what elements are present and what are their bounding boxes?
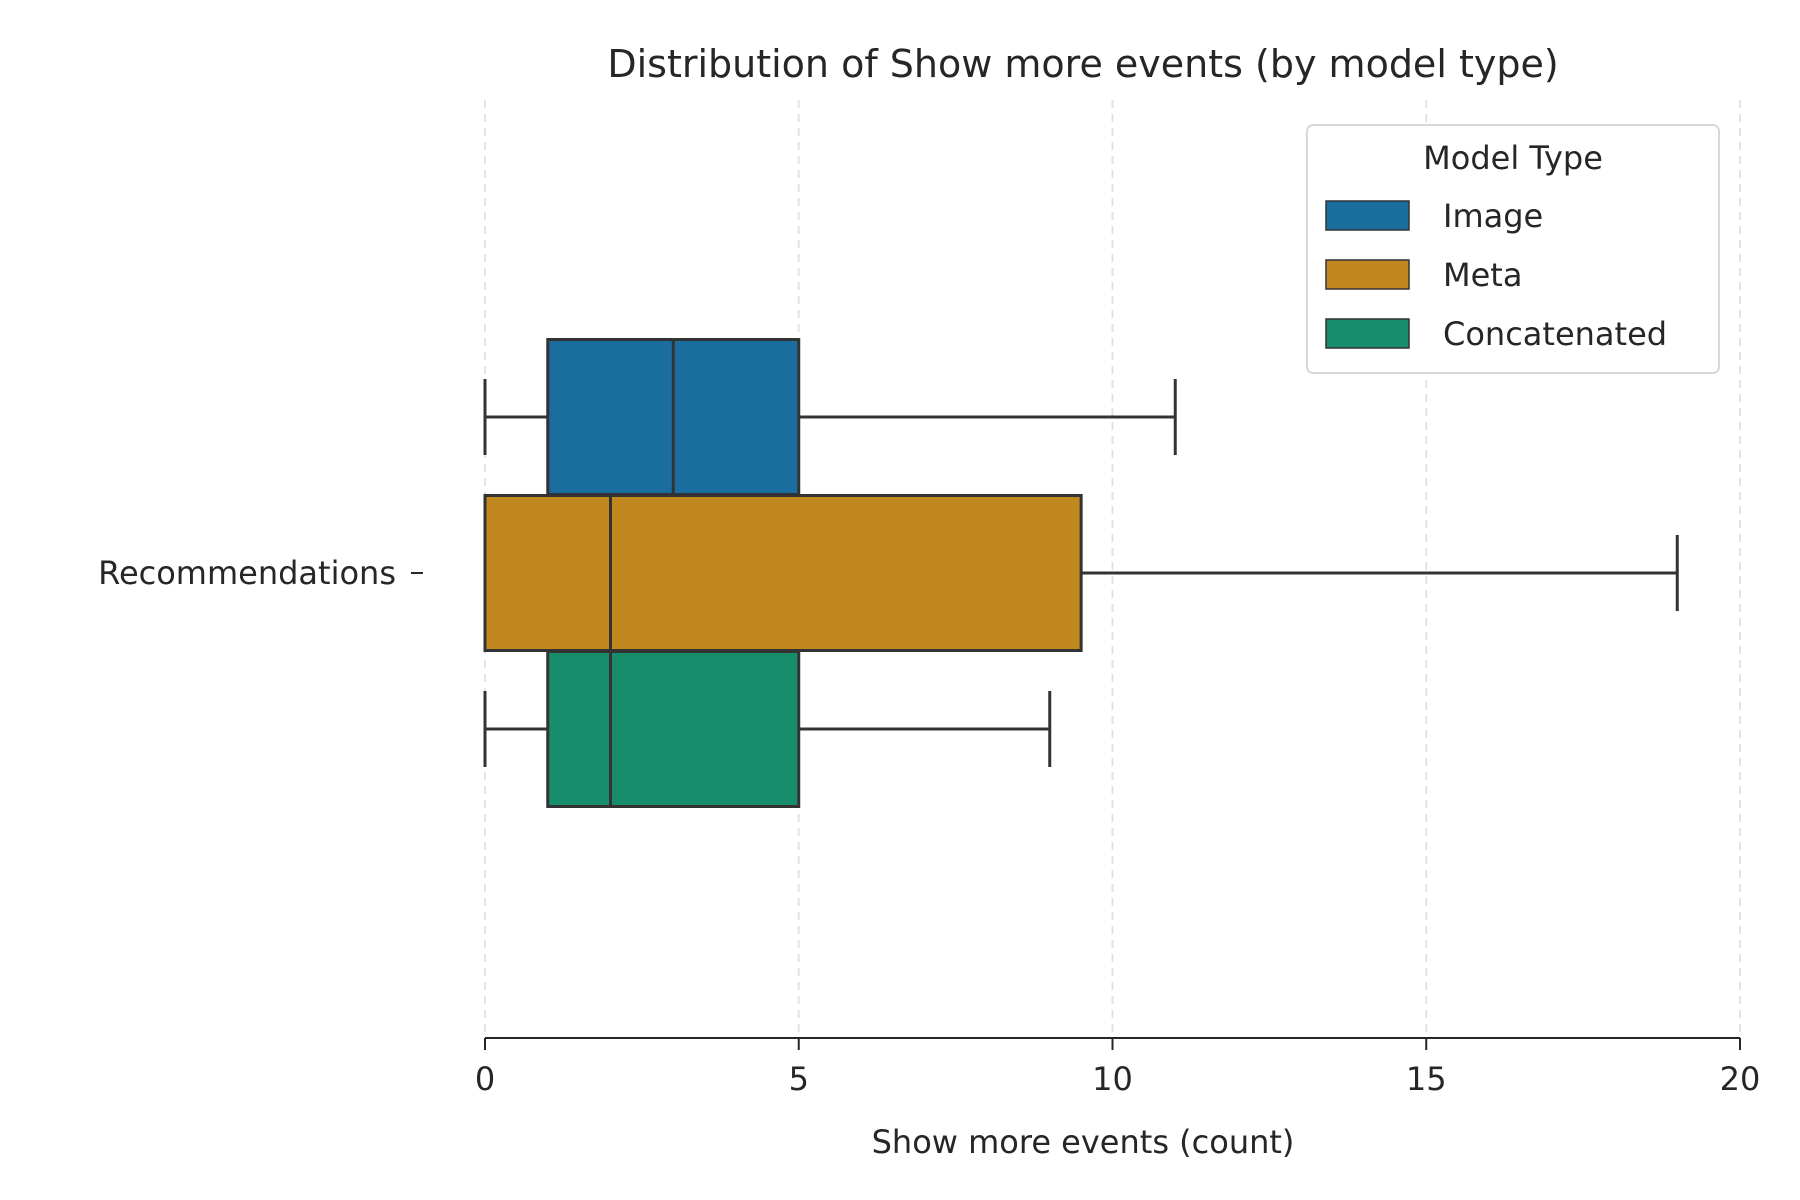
box-iqr	[546, 650, 801, 808]
legend-label-image: Image	[1443, 197, 1543, 235]
x-tick-label: 0	[475, 1060, 495, 1098]
legend-swatch-meta	[1325, 259, 1410, 290]
legend-swatch-image	[1325, 200, 1410, 231]
box-meta	[483, 494, 1679, 652]
box-iqr	[483, 494, 1083, 652]
legend-swatch-concatenated	[1325, 318, 1410, 349]
chart-title: Distribution of Show more events (by mod…	[607, 42, 1558, 86]
x-tick-label: 10	[1092, 1060, 1133, 1098]
legend-label-concatenated: Concatenated	[1443, 315, 1667, 353]
box-group	[483, 338, 1679, 808]
x-axis-ticks: 0 5 10 15 20	[475, 1038, 1761, 1098]
legend-items: Image Meta Concatenated	[1325, 197, 1667, 353]
y-axis-categories: Recommendations	[98, 554, 423, 592]
x-axis-label: Show more events (count)	[872, 1123, 1295, 1161]
legend: Model Type Image Meta Concatenated	[1306, 124, 1720, 374]
legend-frame	[1306, 124, 1720, 374]
x-tick-label: 20	[1720, 1060, 1761, 1098]
x-tick-label: 15	[1406, 1060, 1447, 1098]
legend-label-meta: Meta	[1443, 256, 1522, 294]
box-image	[483, 338, 1177, 496]
x-tick-label: 5	[789, 1060, 809, 1098]
box-concatenated	[483, 650, 1052, 808]
y-category-label: Recommendations	[98, 554, 396, 592]
legend-title: Model Type	[1423, 139, 1603, 177]
